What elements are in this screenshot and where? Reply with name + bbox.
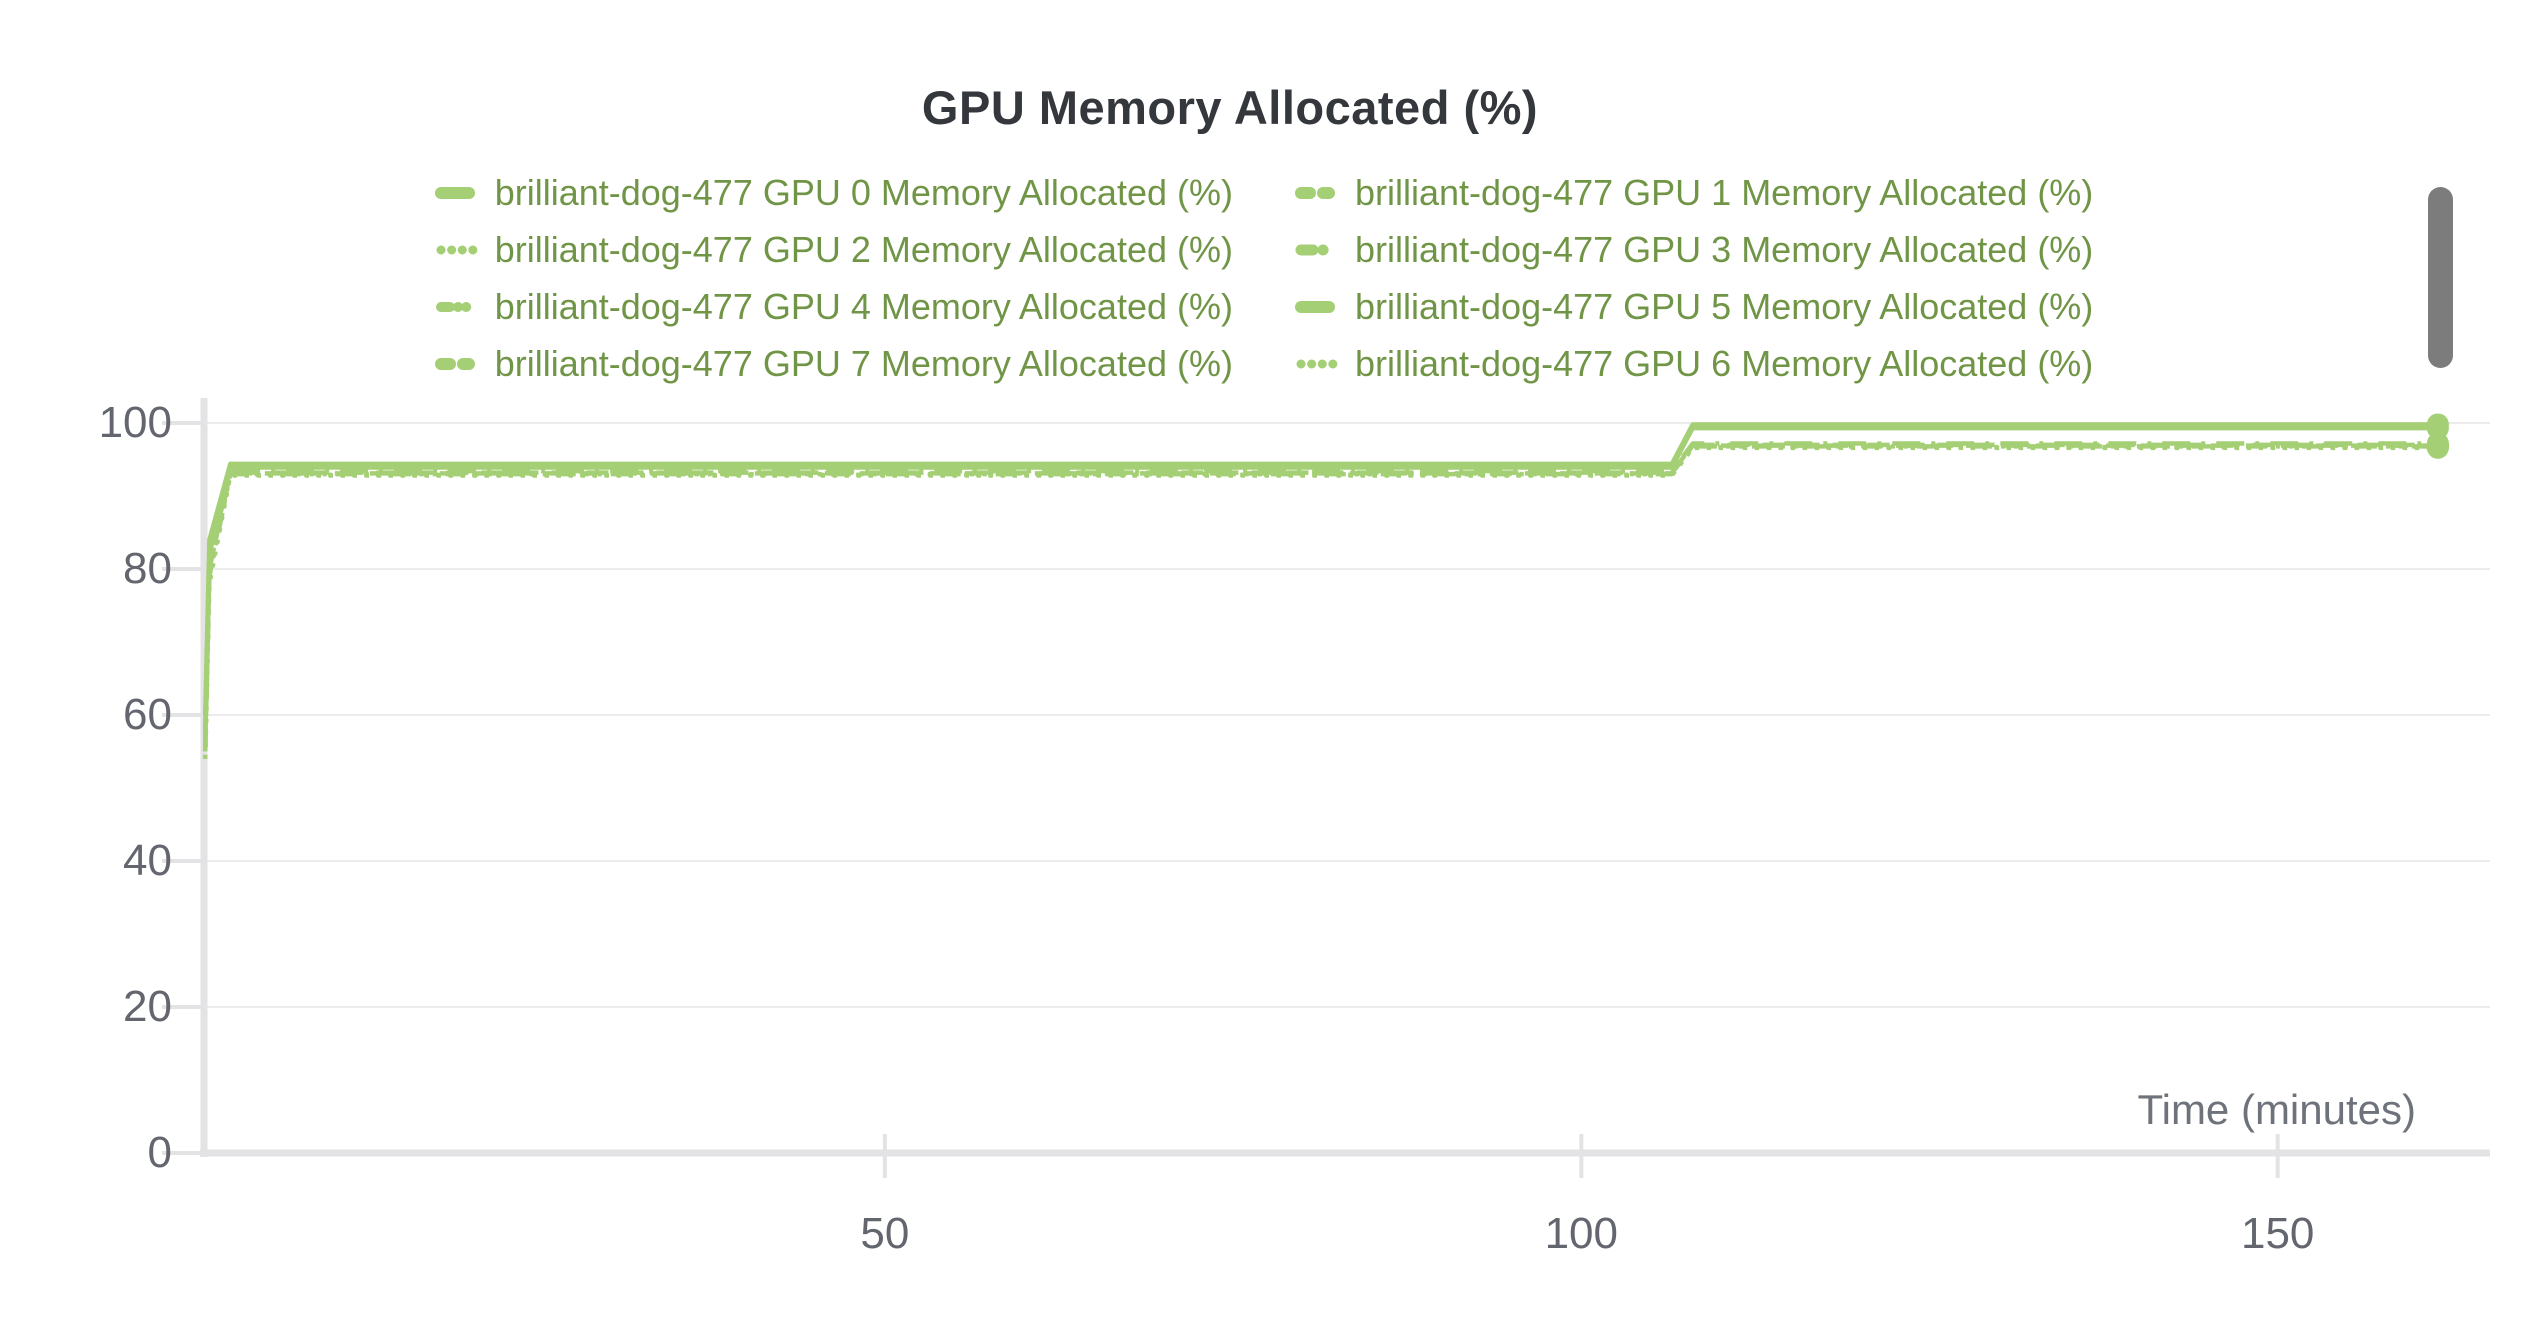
- series-line-gpu-3[interactable]: [202, 441, 2438, 737]
- legend-marker-dash-icon: [434, 357, 475, 370]
- legend-item-gpu-3: brilliant-dog-477 GPU 3 Memory Allocated…: [1295, 221, 2093, 278]
- legend-marker-dashdot-icon: [1295, 244, 1335, 255]
- y-tick-label-80: 80: [123, 544, 172, 593]
- legend-label: brilliant-dog-477 GPU 5 Memory Allocated…: [1355, 285, 2094, 327]
- x-axis-title: Time (minutes): [2137, 1086, 2416, 1133]
- legend-label: brilliant-dog-477 GPU 7 Memory Allocated…: [494, 342, 1233, 384]
- chart-title: GPU Memory Allocated (%): [921, 81, 1539, 134]
- legend-label: brilliant-dog-477 GPU 3 Memory Allocated…: [1355, 228, 2094, 270]
- y-tick-label-40: 40: [123, 836, 172, 885]
- series-endpoint-gpu-6: [2426, 436, 2449, 459]
- x-tick-label-100: 100: [1544, 1209, 1618, 1258]
- series-line-gpu-6[interactable]: [202, 445, 2438, 759]
- legend-label: brilliant-dog-477 GPU 6 Memory Allocated…: [1355, 342, 2094, 384]
- series-line-gpu-1[interactable]: [202, 443, 2438, 752]
- legend-grid: brilliant-dog-477 GPU 0 Memory Allocated…: [434, 164, 2093, 392]
- legend-item-gpu-0: brilliant-dog-477 GPU 0 Memory Allocated…: [434, 164, 1233, 221]
- y-tick-label-100: 100: [98, 398, 172, 447]
- x-tick-label-150: 150: [2240, 1209, 2315, 1258]
- scrollbar-thumb[interactable]: [2428, 187, 2453, 368]
- legend-marker-solid-icon: [434, 186, 475, 199]
- legend-item-gpu-7: brilliant-dog-477 GPU 7 Memory Allocated…: [434, 335, 1233, 392]
- legend-item-gpu-2: brilliant-dog-477 GPU 2 Memory Allocated…: [435, 221, 1233, 278]
- series-line-gpu-7[interactable]: [202, 442, 2438, 745]
- y-tick-label-20: 20: [123, 982, 172, 1031]
- y-tick-label-0: 0: [147, 1128, 172, 1177]
- series-line-gpu-2[interactable]: [202, 444, 2438, 759]
- series-endpoint-gpu-5: [2426, 417, 2449, 440]
- legend-label: brilliant-dog-477 GPU 1 Memory Allocated…: [1355, 171, 2094, 213]
- legend-marker-solid-icon: [1295, 300, 1335, 313]
- legend-item-gpu-6: brilliant-dog-477 GPU 6 Memory Allocated…: [1295, 335, 2093, 392]
- legend-item-gpu-1: brilliant-dog-477 GPU 1 Memory Allocated…: [1295, 164, 2093, 221]
- legend-item-gpu-4: brilliant-dog-477 GPU 4 Memory Allocated…: [435, 278, 1233, 335]
- legend-item-gpu-5: brilliant-dog-477 GPU 5 Memory Allocated…: [1295, 278, 2093, 335]
- x-tick-label-50: 50: [860, 1209, 910, 1258]
- series-line-gpu-4[interactable]: [202, 444, 2438, 752]
- legend-label: brilliant-dog-477 GPU 4 Memory Allocated…: [494, 285, 1233, 327]
- y-tick-label-60: 60: [123, 690, 172, 739]
- legend: brilliant-dog-477 GPU 0 Memory Allocated…: [0, 164, 2528, 392]
- legend-marker-dashdotdot-icon: [435, 301, 478, 312]
- legend-label: brilliant-dog-477 GPU 2 Memory Allocated…: [494, 228, 1233, 270]
- legend-marker-dash-icon: [1295, 186, 1335, 199]
- legend-label: brilliant-dog-477 GPU 0 Memory Allocated…: [494, 171, 1233, 213]
